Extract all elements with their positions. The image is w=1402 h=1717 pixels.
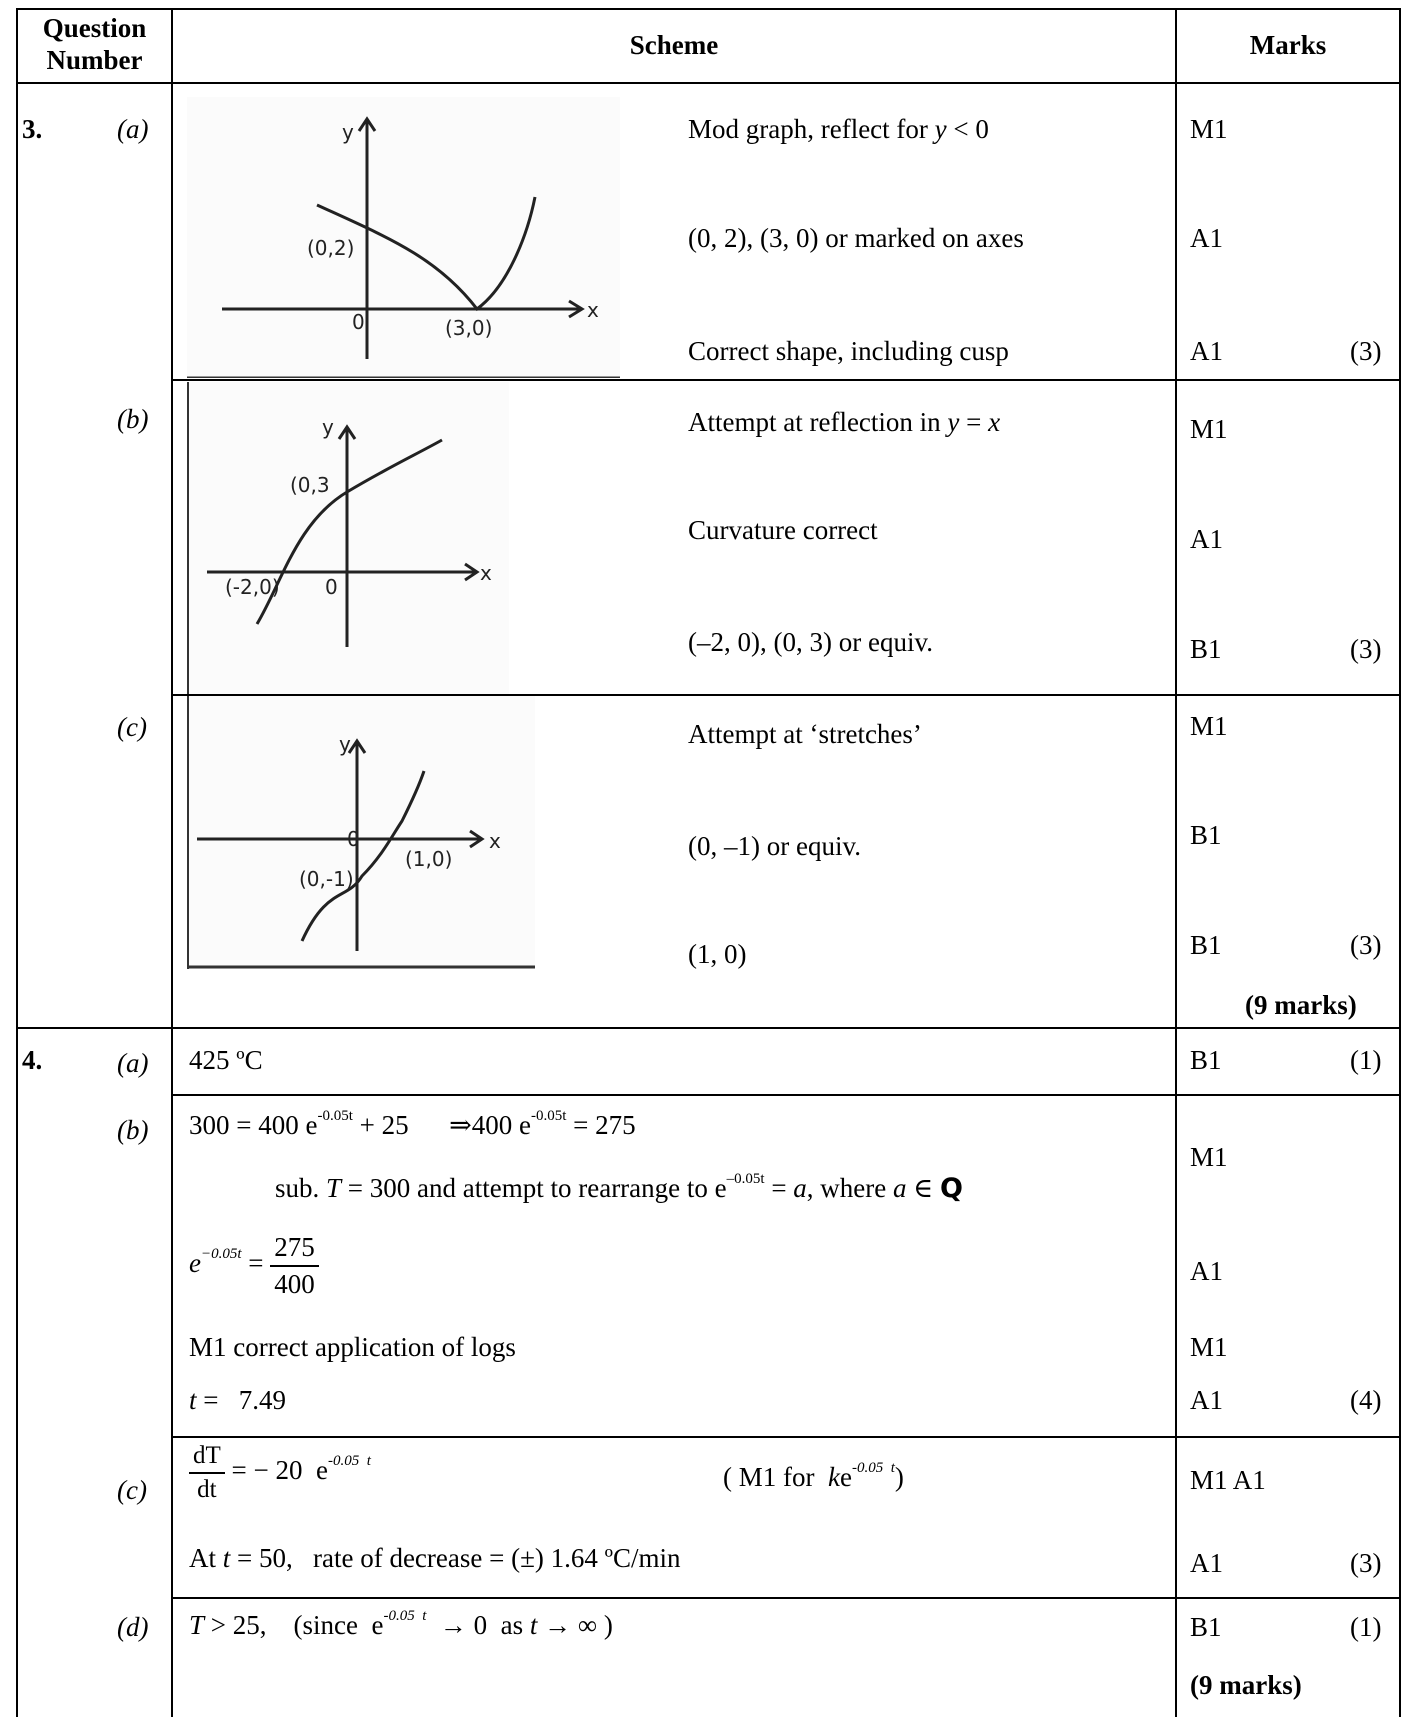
total-q4: (9 marks) [1190,1670,1302,1700]
fraction-numerator: 275 [270,1232,319,1267]
sketch-3b-x-label: x [480,561,492,585]
mark-3c-3: B1 [1190,930,1222,960]
scheme-3b-2: Curvature correct [688,515,878,545]
scheme-4c-derivative: dT dt = − 20 e-0.05 t [189,1442,371,1504]
scheme-3b-3: (–2, 0), (0, 3) or equiv. [688,627,933,657]
sketch-3c-point-label-2: (1,0) [405,847,452,871]
sketch-3b-point-label-2: (-2,0) [225,575,280,599]
scheme-3a-2: (0, 2), (3, 0) or marked on axes [688,223,1024,253]
scheme-4b-line1: 300 = 400 e-0.05t + 25 ⇒400 e-0.05t = 27… [189,1108,636,1141]
column-divider-2 [1175,8,1177,1717]
scheme-4b-line2: sub. T = 300 and attempt to rearrange to… [275,1171,963,1205]
sketch-3a-y-label: y [342,120,354,144]
sketch-3a: y x (0,2) (3,0) 0 [187,97,620,378]
total-4c: (3) [1350,1548,1382,1578]
derivative-numerator: dT [189,1442,225,1474]
mark-3c-2: B1 [1190,820,1222,850]
sketch-3b: y x (0,3 (-2,0) 0 [187,382,509,694]
scheme-3b-1: Attempt at reflection in y = x [688,407,1001,437]
divider-3a-3b [171,379,1401,381]
divider-4a-4b [171,1094,1401,1096]
total-3c: (3) [1350,930,1382,960]
total-4b: (4) [1350,1385,1382,1415]
scheme-4c-rate: At t = 50, rate of decrease = (±) 1.64 º… [189,1543,681,1573]
question-number-3: 3. [22,114,43,144]
mark-3b-1: M1 [1190,414,1228,444]
mark-3b-3: B1 [1190,634,1222,664]
mark-4d: B1 [1190,1612,1222,1642]
table-border-left [16,8,18,1717]
part-label-4c: (c) [117,1475,147,1505]
mark-4c-2: A1 [1190,1548,1223,1578]
mark-3a-3: A1 [1190,336,1223,366]
part-label-4b: (b) [117,1115,149,1145]
part-label-4d: (d) [117,1612,149,1642]
sketch-3c: y x (0,-1) (1,0) 0 [187,696,535,969]
sketch-3b-point-label-1: (0,3 [290,473,330,497]
sketch-3a-point-label-2: (3,0) [445,316,492,340]
table-border-top [16,8,1401,10]
scheme-3a-1: Mod graph, reflect for y < 0 [688,114,989,144]
scheme-3a-3: Correct shape, including cusp [688,336,1009,366]
mark-4c-1: M1 A1 [1190,1465,1266,1495]
header-divider [16,82,1401,84]
sketch-3c-origin-label: 0 [347,827,360,851]
mark-4a: B1 [1190,1045,1222,1075]
scheme-4c-note: ( M1 for ke-0.05 t) [723,1460,904,1493]
total-q3: (9 marks) [1245,990,1357,1020]
mark-3c-1: M1 [1190,711,1228,741]
mark-4b-1: M1 [1190,1142,1228,1172]
sketch-3b-y-label: y [322,415,334,439]
table-border-right [1399,8,1401,1717]
divider-4c-4d [171,1597,1401,1599]
scheme-4b-logs: M1 correct application of logs [189,1332,516,1362]
divider-q3-q4 [16,1027,1401,1029]
total-3a: (3) [1350,336,1382,366]
question-number-4: 4. [22,1045,43,1075]
total-3b: (3) [1350,634,1382,664]
mark-3b-2: A1 [1190,524,1223,554]
fraction-denominator: 400 [274,1269,315,1299]
sketch-3a-origin-label: 0 [352,310,365,334]
sketch-3a-point-label-1: (0,2) [307,236,354,260]
header-question-number: Question Number [42,13,147,75]
header-scheme: Scheme [629,30,719,60]
divider-4b-4c [171,1436,1401,1438]
mark-3a-1: M1 [1190,114,1228,144]
mark-4b-2: A1 [1190,1256,1223,1286]
scheme-3c-3: (1, 0) [688,939,747,969]
scheme-3c-1: Attempt at ‘stretches’ [688,719,922,749]
sketch-3b-origin-label: 0 [325,575,338,599]
header-marks: Marks [1249,30,1327,60]
sketch-3c-x-label: x [489,829,501,853]
sketch-3a-x-label: x [587,298,599,322]
part-label-3b: (b) [117,404,149,434]
derivative-denominator: dt [197,1476,217,1503]
part-label-4a: (a) [117,1048,149,1078]
mark-4b-4: A1 [1190,1385,1223,1415]
total-4d: (1) [1350,1612,1382,1642]
sketch-3c-y-label: y [339,732,351,756]
scheme-4d: T > 25, (since e-0.05 t → 0 as t → ∞ ) [189,1608,613,1641]
scheme-4b-result: t = 7.49 [189,1385,286,1415]
part-label-3a: (a) [117,114,149,144]
sketch-3c-point-label-1: (0,-1) [299,867,354,891]
divider-3b-3c [171,694,1401,696]
mark-3a-2: A1 [1190,223,1223,253]
scheme-3c-2: (0, –1) or equiv. [688,831,861,861]
column-divider-1 [171,8,173,1717]
scheme-4a: 425 ºC [189,1045,263,1075]
total-4a: (1) [1350,1045,1382,1075]
part-label-3c: (c) [117,712,147,742]
scheme-4b-fraction: e−0.05t = 275 400 [189,1232,319,1300]
mark-4b-3: M1 [1190,1332,1228,1362]
